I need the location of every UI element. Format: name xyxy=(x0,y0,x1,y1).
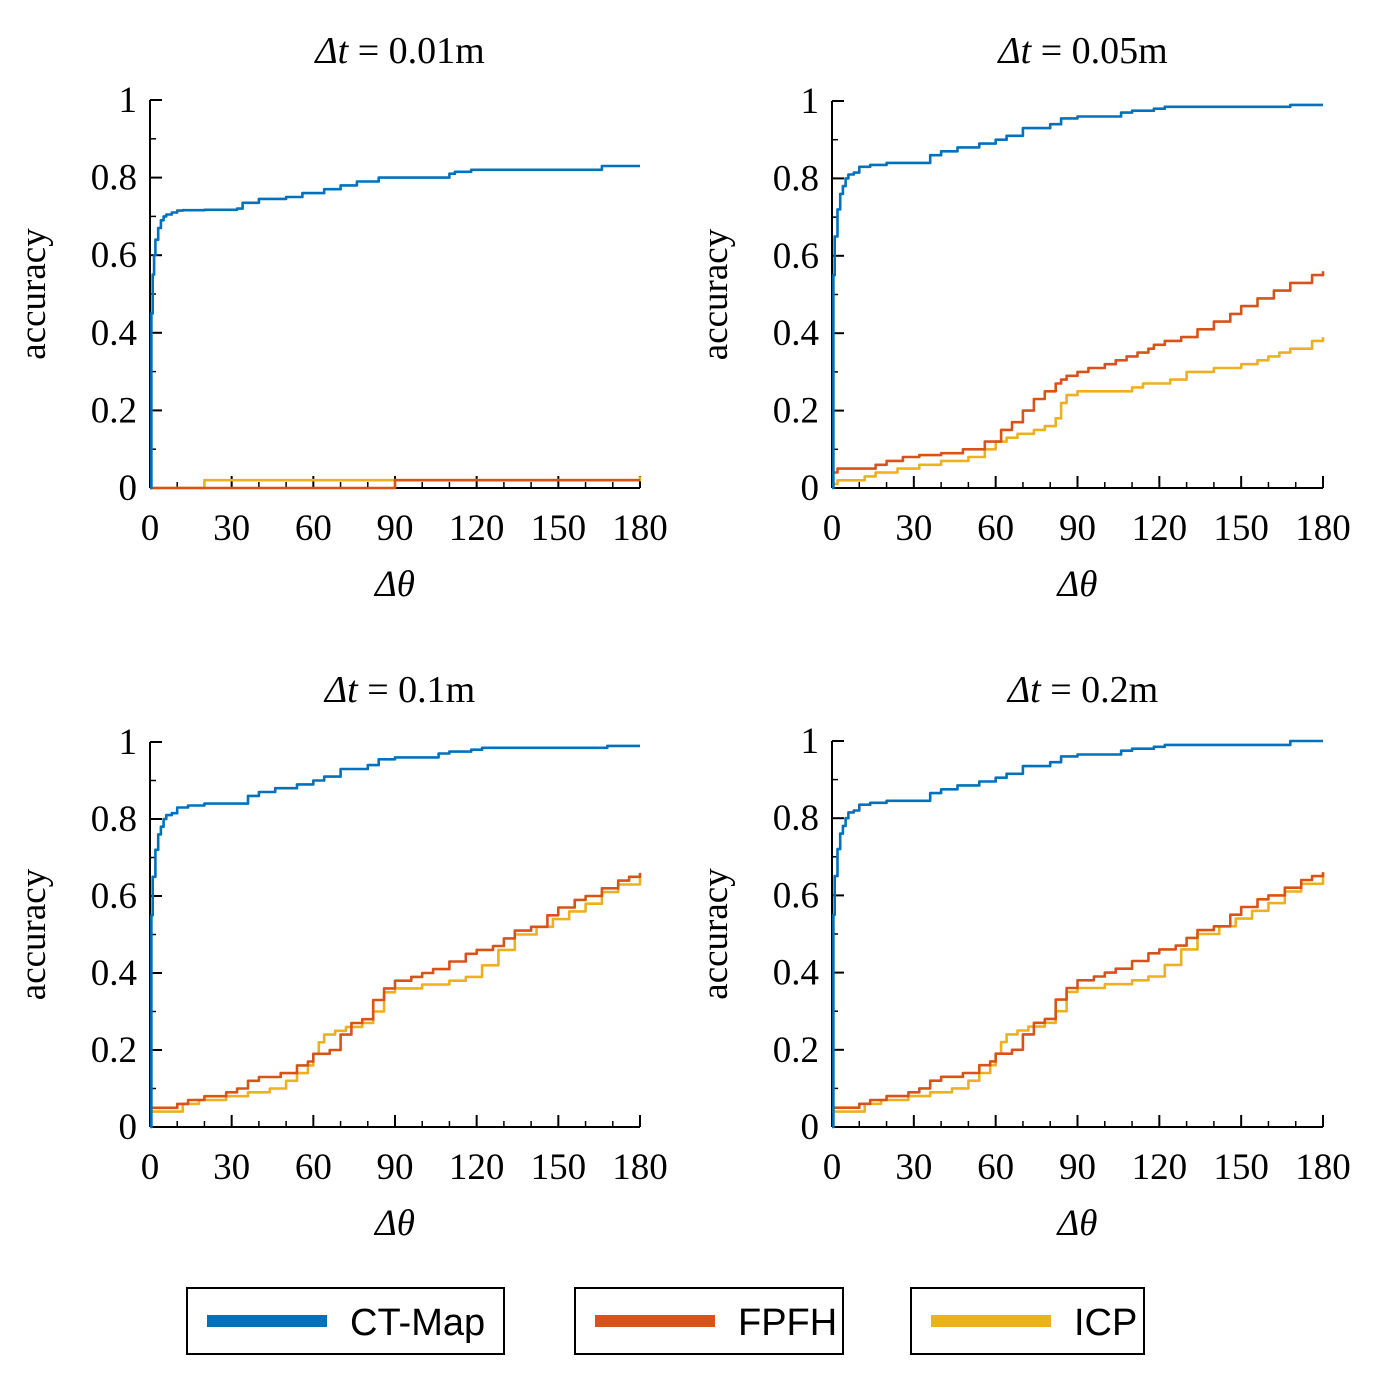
title-variable: Δt xyxy=(313,30,349,72)
title-variable: Δt xyxy=(1006,669,1042,711)
legend-label: ICP xyxy=(1074,1302,1137,1344)
x-axis-label: Δθ xyxy=(1056,564,1098,605)
x-tick-label: 150 xyxy=(1213,508,1269,549)
title-value: = 0.05m xyxy=(1031,30,1168,72)
x-tick-label: 90 xyxy=(377,508,414,549)
series-line-ct-map xyxy=(150,744,640,1129)
y-tick-label: 1 xyxy=(119,722,138,763)
y-tick-label: 0 xyxy=(801,1107,820,1148)
y-tick-label: 0.4 xyxy=(91,953,137,994)
title-value: = 0.2m xyxy=(1041,669,1159,711)
legend-label: FPFH xyxy=(738,1302,837,1344)
title-variable: Δt xyxy=(323,669,359,711)
series-line-fpfh xyxy=(832,872,1325,1109)
series-line-fpfh xyxy=(150,872,642,1110)
y-tick-label: 0.6 xyxy=(91,876,137,917)
x-tick-label: 120 xyxy=(449,1147,505,1188)
series-line-fpfh xyxy=(150,478,640,490)
x-tick-label: 150 xyxy=(1213,1147,1269,1188)
series-line-fpfh xyxy=(832,271,1325,474)
x-tick-label: 90 xyxy=(1059,1147,1096,1188)
y-tick-label: 0.4 xyxy=(773,313,819,354)
legend-entry: FPFH xyxy=(574,1287,844,1355)
x-tick-label: 0 xyxy=(141,1147,160,1188)
y-tick-label: 0.4 xyxy=(91,313,137,354)
y-tick-label: 1 xyxy=(801,81,820,122)
y-tick-label: 0.2 xyxy=(773,391,819,432)
y-axis-label: accuracy xyxy=(695,228,736,360)
x-tick-label: 30 xyxy=(213,1147,250,1188)
legend-entry: ICP xyxy=(910,1287,1145,1355)
x-tick-label: 60 xyxy=(977,1147,1014,1188)
y-tick-label: 0.8 xyxy=(91,799,137,840)
subplot-title: Δt = 0.2m xyxy=(1006,669,1158,711)
legend: CT-Map FPFH ICP xyxy=(186,1287,1145,1355)
y-tick-label: 0 xyxy=(119,1107,138,1148)
subplot-4: Δt = 0.2m 0 0.2 0.4 0.6 0.8 1 0 30 60 90 120 150 180 Δ… xyxy=(695,669,1351,1244)
x-tick-label: 150 xyxy=(531,1147,587,1188)
x-tick-label: 180 xyxy=(612,1147,668,1188)
series-line-icp xyxy=(150,876,642,1113)
x-tick-label: 120 xyxy=(1132,508,1188,549)
y-axis-label: accuracy xyxy=(13,228,54,360)
series-line-ct-map xyxy=(150,164,640,490)
x-axis-label: Δθ xyxy=(373,1203,415,1244)
x-tick-label: 0 xyxy=(823,508,842,549)
x-tick-label: 180 xyxy=(612,508,668,549)
y-tick-label: 0 xyxy=(119,468,138,509)
subplot-2: Δt = 0.05m 0 0.2 0.4 0.6 0.8 1 0 30 60 90 120 150 180… xyxy=(695,30,1351,605)
y-tick-label: 0.2 xyxy=(91,1030,137,1071)
series-line-icp xyxy=(832,337,1325,486)
y-tick-label: 0.2 xyxy=(91,390,137,431)
subplot-title: Δt = 0.01m xyxy=(313,30,484,72)
y-tick-label: 0.8 xyxy=(773,158,819,199)
x-tick-label: 150 xyxy=(531,508,587,549)
y-tick-label: 0.4 xyxy=(773,953,819,994)
subplot-title: Δt = 0.1m xyxy=(323,669,475,711)
legend-entry: CT-Map xyxy=(186,1287,505,1355)
x-tick-label: 30 xyxy=(895,1147,932,1188)
x-tick-label: 90 xyxy=(377,1147,414,1188)
legend-label: CT-Map xyxy=(350,1302,485,1344)
title-value: = 0.01m xyxy=(348,30,485,72)
y-tick-label: 1 xyxy=(119,80,138,121)
y-tick-label: 0.2 xyxy=(773,1030,819,1071)
y-tick-label: 0.8 xyxy=(91,158,137,199)
subplot-title: Δt = 0.05m xyxy=(996,30,1167,72)
x-tick-label: 30 xyxy=(213,508,250,549)
x-axis-label: Δθ xyxy=(1056,1203,1098,1244)
y-tick-label: 0.6 xyxy=(773,236,819,277)
x-axis-label: Δθ xyxy=(373,564,415,605)
y-axis-label: accuracy xyxy=(13,868,54,1000)
x-tick-label: 30 xyxy=(895,508,932,549)
y-tick-label: 0.6 xyxy=(773,875,819,916)
series-line-ct-map xyxy=(832,103,1323,490)
x-tick-label: 60 xyxy=(295,508,332,549)
y-tick-label: 0.6 xyxy=(91,235,137,276)
subplot-1: Δt = 0.01m 0 0.2 0.4 0.6 0.8 1 0 30 60 90 120 150 180… xyxy=(13,30,668,605)
x-tick-label: 0 xyxy=(823,1147,842,1188)
x-tick-label: 180 xyxy=(1295,508,1351,549)
y-tick-label: 1 xyxy=(801,721,820,762)
title-value: = 0.1m xyxy=(358,669,476,711)
subplot-3: Δt = 0.1m 0 0.2 0.4 0.6 0.8 1 0 30 60 90 120 150 180 Δ… xyxy=(13,669,668,1244)
y-tick-label: 0.8 xyxy=(773,798,819,839)
x-tick-label: 60 xyxy=(977,508,1014,549)
x-tick-label: 90 xyxy=(1059,508,1096,549)
series-line-ct-map xyxy=(832,739,1323,1129)
x-tick-label: 180 xyxy=(1295,1147,1351,1188)
x-tick-label: 120 xyxy=(449,508,505,549)
y-axis-label: accuracy xyxy=(695,868,736,1000)
title-variable: Δt xyxy=(996,30,1032,72)
x-tick-label: 60 xyxy=(295,1147,332,1188)
x-tick-label: 120 xyxy=(1132,1147,1188,1188)
y-tick-label: 0 xyxy=(801,468,820,509)
x-tick-label: 0 xyxy=(141,508,160,549)
